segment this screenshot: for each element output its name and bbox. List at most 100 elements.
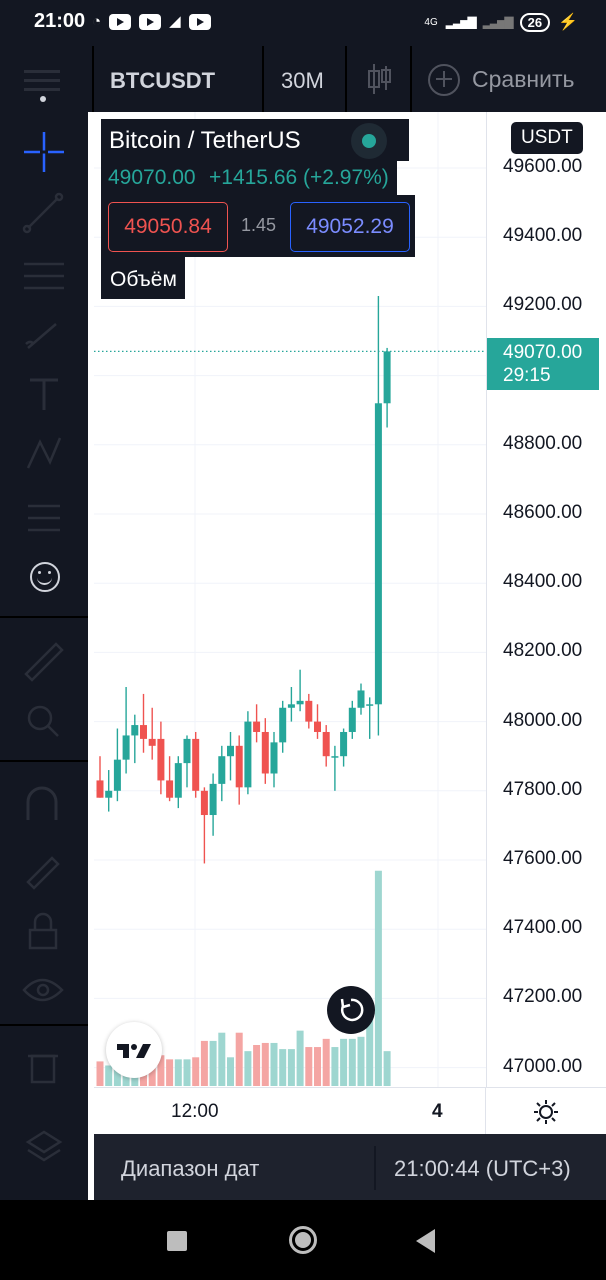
candle-body xyxy=(314,721,321,732)
toolbar-divider xyxy=(345,46,347,112)
price-tick-label: 49600.00 xyxy=(503,156,583,177)
back-button[interactable] xyxy=(416,1229,435,1253)
eye-icon[interactable] xyxy=(22,978,64,1002)
zoom-in-icon[interactable] xyxy=(27,705,59,737)
volume-bar xyxy=(296,1030,304,1086)
volume-bar xyxy=(314,1047,321,1086)
currency-badge[interactable]: USDT xyxy=(511,122,583,154)
volume-bar xyxy=(200,1040,208,1086)
menu-icon[interactable] xyxy=(24,70,60,97)
toolbar-divider xyxy=(410,46,412,112)
volume-bar xyxy=(287,1049,295,1086)
volume-bar xyxy=(105,1065,113,1086)
measure-icon[interactable] xyxy=(28,504,60,532)
candle-body xyxy=(140,725,147,739)
pattern-icon[interactable] xyxy=(26,437,62,469)
candle-style-icon[interactable] xyxy=(366,62,394,96)
candle-body xyxy=(218,756,226,784)
volume-bar xyxy=(357,1036,365,1086)
candle-body xyxy=(322,731,330,757)
text-tool-icon[interactable] xyxy=(30,378,58,410)
price-tick-label: 47000.00 xyxy=(503,1055,583,1077)
volume-bar xyxy=(270,1042,278,1086)
emoji-icon[interactable] xyxy=(30,562,60,592)
pencil-lock-icon[interactable] xyxy=(26,856,60,890)
symbol-legend: Bitcoin / TetherUS xyxy=(101,119,409,161)
legend-last-price: 49070.00 xyxy=(108,166,196,189)
youtube-icon xyxy=(139,14,162,30)
sidebar-divider xyxy=(0,760,88,762)
price-axis[interactable]: USDT 49600.00 49400.00 49200.00 48800.00 486… xyxy=(486,112,606,1087)
sidebar-divider xyxy=(0,1024,88,1026)
candle-body xyxy=(122,735,130,760)
recents-button[interactable] xyxy=(167,1231,187,1251)
price-tick-label: 47800.00 xyxy=(503,778,583,800)
volume-bar xyxy=(383,1051,391,1086)
price-tick-label: 47400.00 xyxy=(503,917,583,939)
buy-button[interactable]: 49052.29 xyxy=(290,202,410,252)
sell-button[interactable]: 49050.84 xyxy=(108,202,228,252)
volume-bar xyxy=(244,1051,252,1086)
crosshair-icon[interactable] xyxy=(24,132,64,172)
layers-icon[interactable] xyxy=(25,1130,63,1162)
charging-icon: ⚡ xyxy=(558,14,578,31)
volume-bar xyxy=(261,1042,269,1086)
notification-icons: ◔ ◢ xyxy=(92,14,211,30)
settings-icon[interactable] xyxy=(532,1098,560,1126)
compare-button[interactable]: Сравнить xyxy=(472,66,575,92)
reset-chart-button[interactable] xyxy=(327,986,375,1034)
volume-bar xyxy=(348,1038,356,1086)
candle-body xyxy=(374,403,382,705)
volume-bar xyxy=(157,1055,165,1086)
volume-bar xyxy=(227,1057,234,1086)
price-tick-label: 48000.00 xyxy=(503,709,583,731)
candle-body xyxy=(287,704,295,708)
candle-body xyxy=(253,721,261,732)
price-tick-list: 49600.00 49400.00 49200.00 48800.00 48600.00… xyxy=(487,112,606,1087)
candle-body xyxy=(340,731,348,757)
magnet-icon[interactable] xyxy=(26,786,58,820)
status-bar: 21:00 ◔ ◢ 4G ▂▃▅▇ ▂▃▅▇ 26 ⚡ xyxy=(0,0,606,46)
candle-body xyxy=(113,759,121,791)
bottom-bar: Диапазон дат 21:00:44 (UTC+3) xyxy=(94,1134,606,1200)
bar-divider xyxy=(374,1146,376,1190)
ruler-icon[interactable] xyxy=(24,642,64,682)
toolbar-divider xyxy=(262,46,264,112)
volume-bar xyxy=(235,1032,243,1086)
price-tick-label: 47600.00 xyxy=(503,848,583,869)
volume-bar xyxy=(366,999,374,1086)
status-time: 21:00 xyxy=(34,10,86,32)
trend-line-icon[interactable] xyxy=(22,192,64,234)
time-label: 12:00 xyxy=(171,1101,219,1122)
candle-body xyxy=(96,780,104,798)
candle-body xyxy=(261,731,269,774)
candle-body xyxy=(235,745,243,788)
price-tick-label: 48200.00 xyxy=(503,640,583,662)
lock-icon[interactable] xyxy=(28,912,58,950)
volume-bar xyxy=(305,1047,313,1086)
candle-body xyxy=(192,738,200,791)
candle-body xyxy=(383,351,391,404)
date-range-button[interactable]: Диапазон дат xyxy=(121,1156,260,1181)
time-axis[interactable]: 12:00 4 xyxy=(94,1087,606,1135)
chart-toolbar: BTCUSDT 30M Сравнить xyxy=(0,46,606,112)
trash-icon[interactable] xyxy=(28,1054,58,1084)
timezone-clock[interactable]: 21:00:44 (UTC+3) xyxy=(394,1156,571,1181)
tradingview-logo[interactable] xyxy=(106,1022,162,1078)
compare-plus-icon[interactable] xyxy=(428,64,460,96)
brush-icon[interactable] xyxy=(25,323,57,349)
market-status-icon xyxy=(351,123,387,159)
home-button[interactable] xyxy=(289,1226,317,1254)
volume-bar xyxy=(331,1047,339,1086)
volume-bar xyxy=(279,1049,287,1086)
candle-body xyxy=(357,690,365,708)
price-tick-label: 48800.00 xyxy=(503,432,583,454)
timeframe-button[interactable]: 30M xyxy=(281,68,324,93)
volume-bar xyxy=(183,1059,191,1086)
candle-body xyxy=(296,700,304,705)
candle-body xyxy=(279,707,287,743)
candle-body xyxy=(183,738,191,764)
parallel-channel-icon[interactable] xyxy=(24,262,64,290)
symbol-button[interactable]: BTCUSDT xyxy=(110,68,216,93)
volume-bar xyxy=(113,1061,121,1086)
